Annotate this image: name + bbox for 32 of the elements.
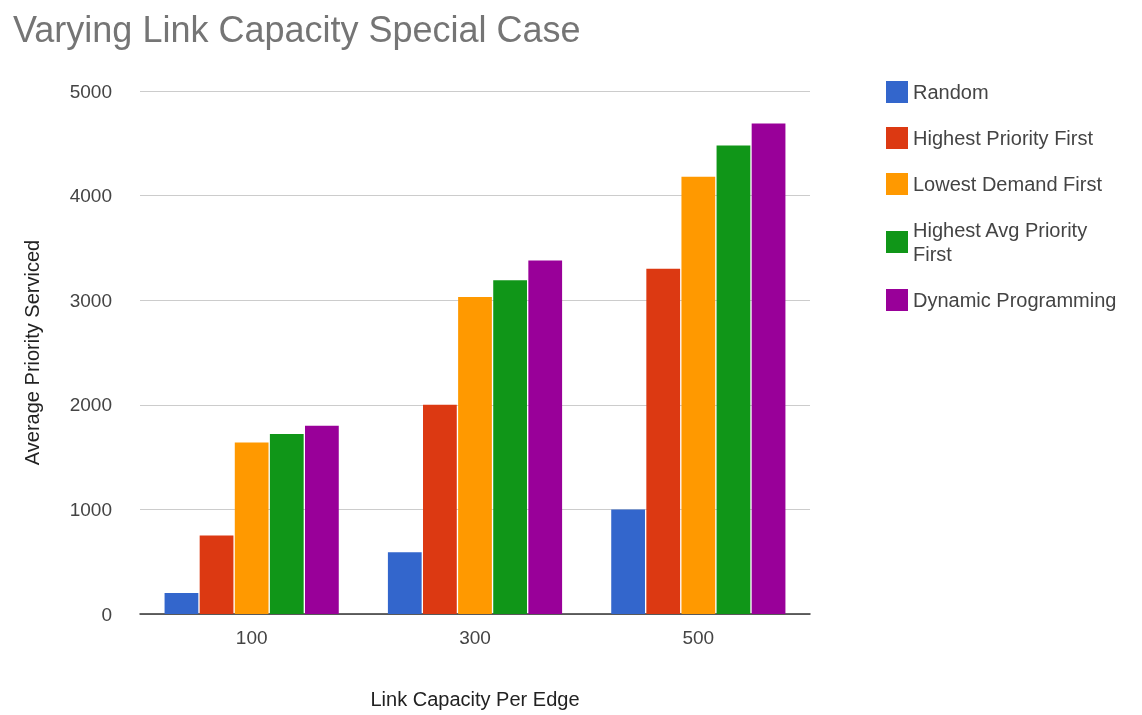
bar [458, 297, 492, 614]
chart-title: Varying Link Capacity Special Case [13, 8, 581, 50]
legend-label: Lowest Demand First [913, 173, 1103, 195]
y-tick-label: 3000 [69, 289, 112, 311]
bar [387, 552, 422, 614]
bar [528, 260, 563, 614]
x-tick-label: 300 [459, 627, 491, 648]
bar [305, 425, 339, 614]
bar [751, 123, 786, 614]
bar [164, 593, 199, 614]
bar [423, 404, 457, 614]
y-tick-label: 5000 [69, 80, 112, 102]
y-tick-label: 1000 [69, 498, 112, 520]
x-tick-label: 500 [682, 627, 715, 648]
bar [716, 145, 751, 614]
bar [646, 268, 681, 614]
bar [234, 442, 269, 614]
y-tick-label: 0 [101, 603, 112, 625]
bar [681, 176, 716, 614]
legend-label: Dynamic Programming [913, 289, 1117, 311]
legend-label: Highest Priority First [913, 127, 1094, 149]
legend-label: Random [913, 81, 989, 103]
y-tick-label: 2000 [69, 394, 112, 416]
bar [269, 434, 304, 614]
y-tick-label: 4000 [69, 185, 112, 207]
bar [199, 535, 234, 614]
bar [493, 280, 527, 614]
bar [611, 509, 645, 614]
legend-label: Highest Avg Priority First [913, 219, 1093, 265]
y-axis-title: Average Priority Serviced [21, 239, 43, 466]
x-axis-title: Link Capacity Per Edge [370, 688, 580, 710]
x-tick-label: 100 [235, 627, 268, 648]
